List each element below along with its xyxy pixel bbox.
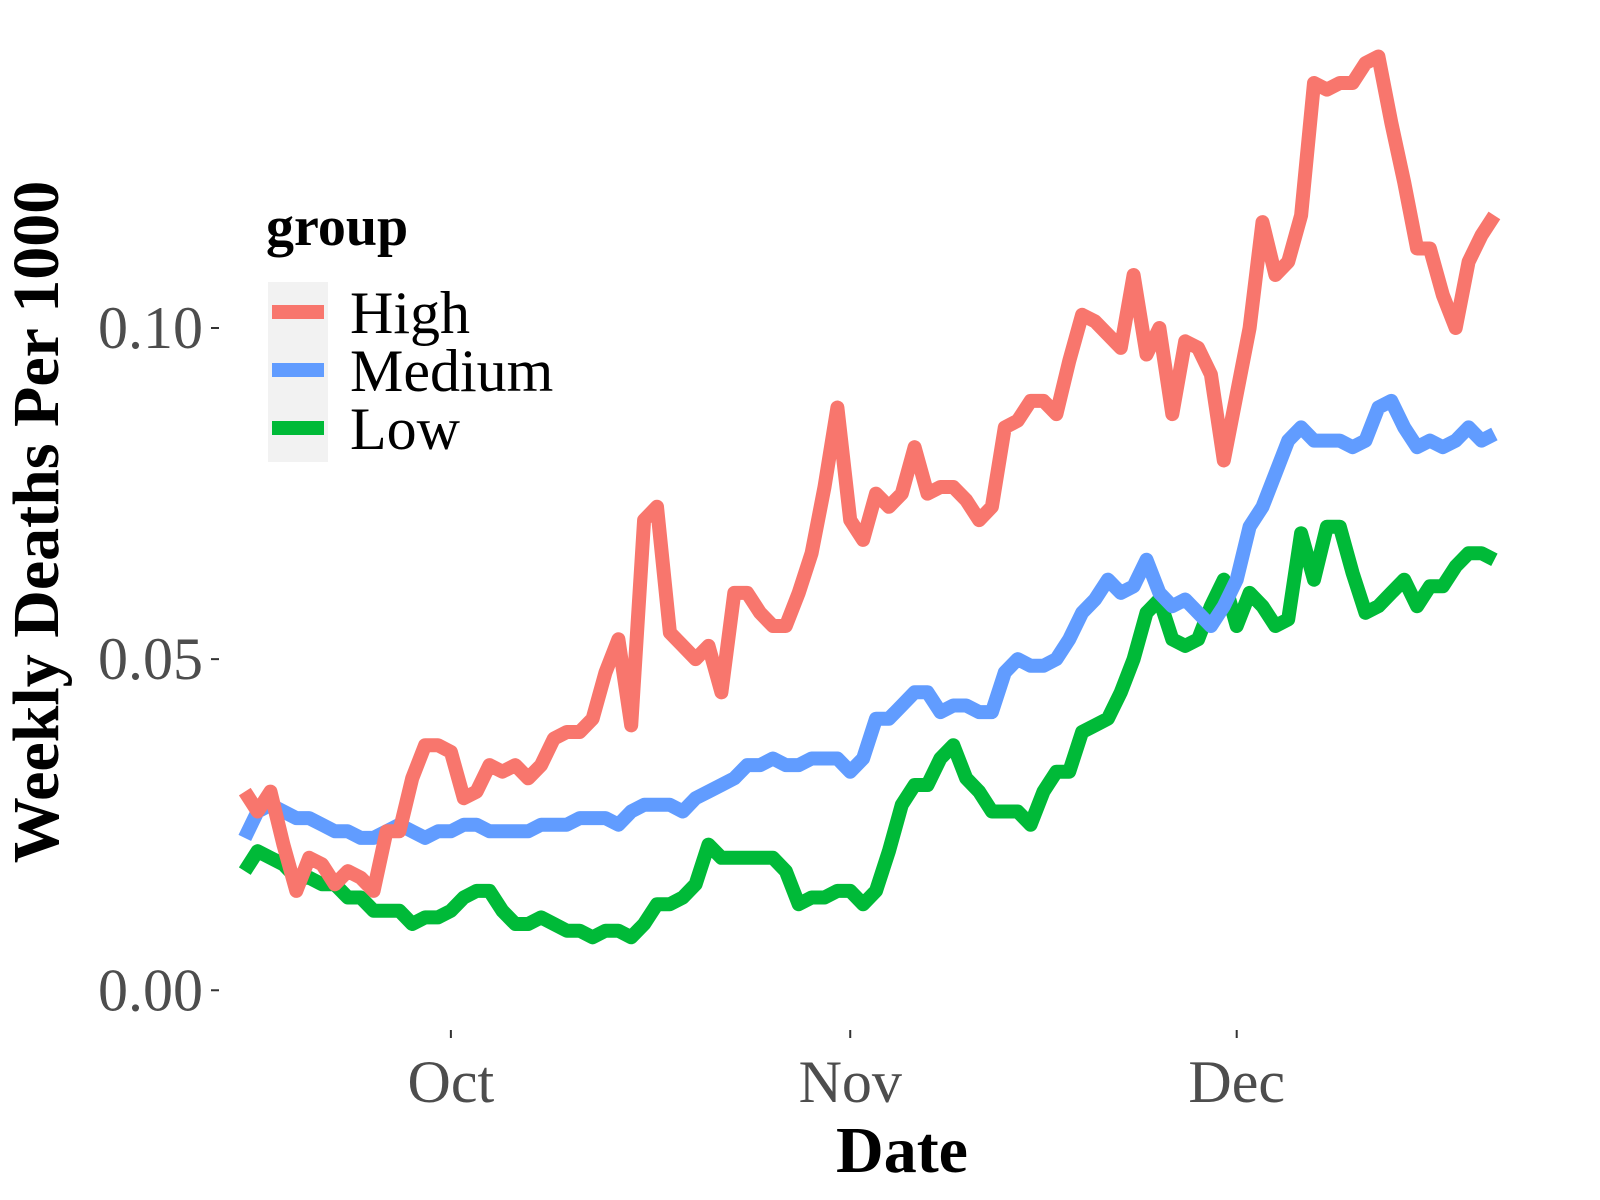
y-axis-title: Weekly Deaths Per 1000 (0, 181, 73, 864)
series-line-high (238, 49, 1501, 898)
x-axis-title: Date (836, 1114, 968, 1187)
x-tick-label: Oct (408, 1049, 495, 1115)
x-axis: Oct Nov Dec (408, 1030, 1285, 1115)
y-tick-label: 0.10 (98, 295, 203, 361)
legend-title: group (266, 196, 408, 258)
series-line-medium (238, 393, 1498, 845)
legend-label-high: High (350, 280, 470, 346)
y-tick-label: 0.00 (98, 957, 203, 1023)
legend-label-medium: Medium (350, 338, 553, 404)
y-tick-label: 0.05 (98, 626, 203, 692)
series-line-low (238, 519, 1498, 945)
x-tick-label: Nov (799, 1049, 902, 1115)
y-axis: 0.00 0.05 0.10 (98, 295, 219, 1023)
series-layer (238, 49, 1501, 945)
legend-label-low: Low (350, 396, 461, 462)
x-tick-label: Dec (1188, 1049, 1285, 1115)
